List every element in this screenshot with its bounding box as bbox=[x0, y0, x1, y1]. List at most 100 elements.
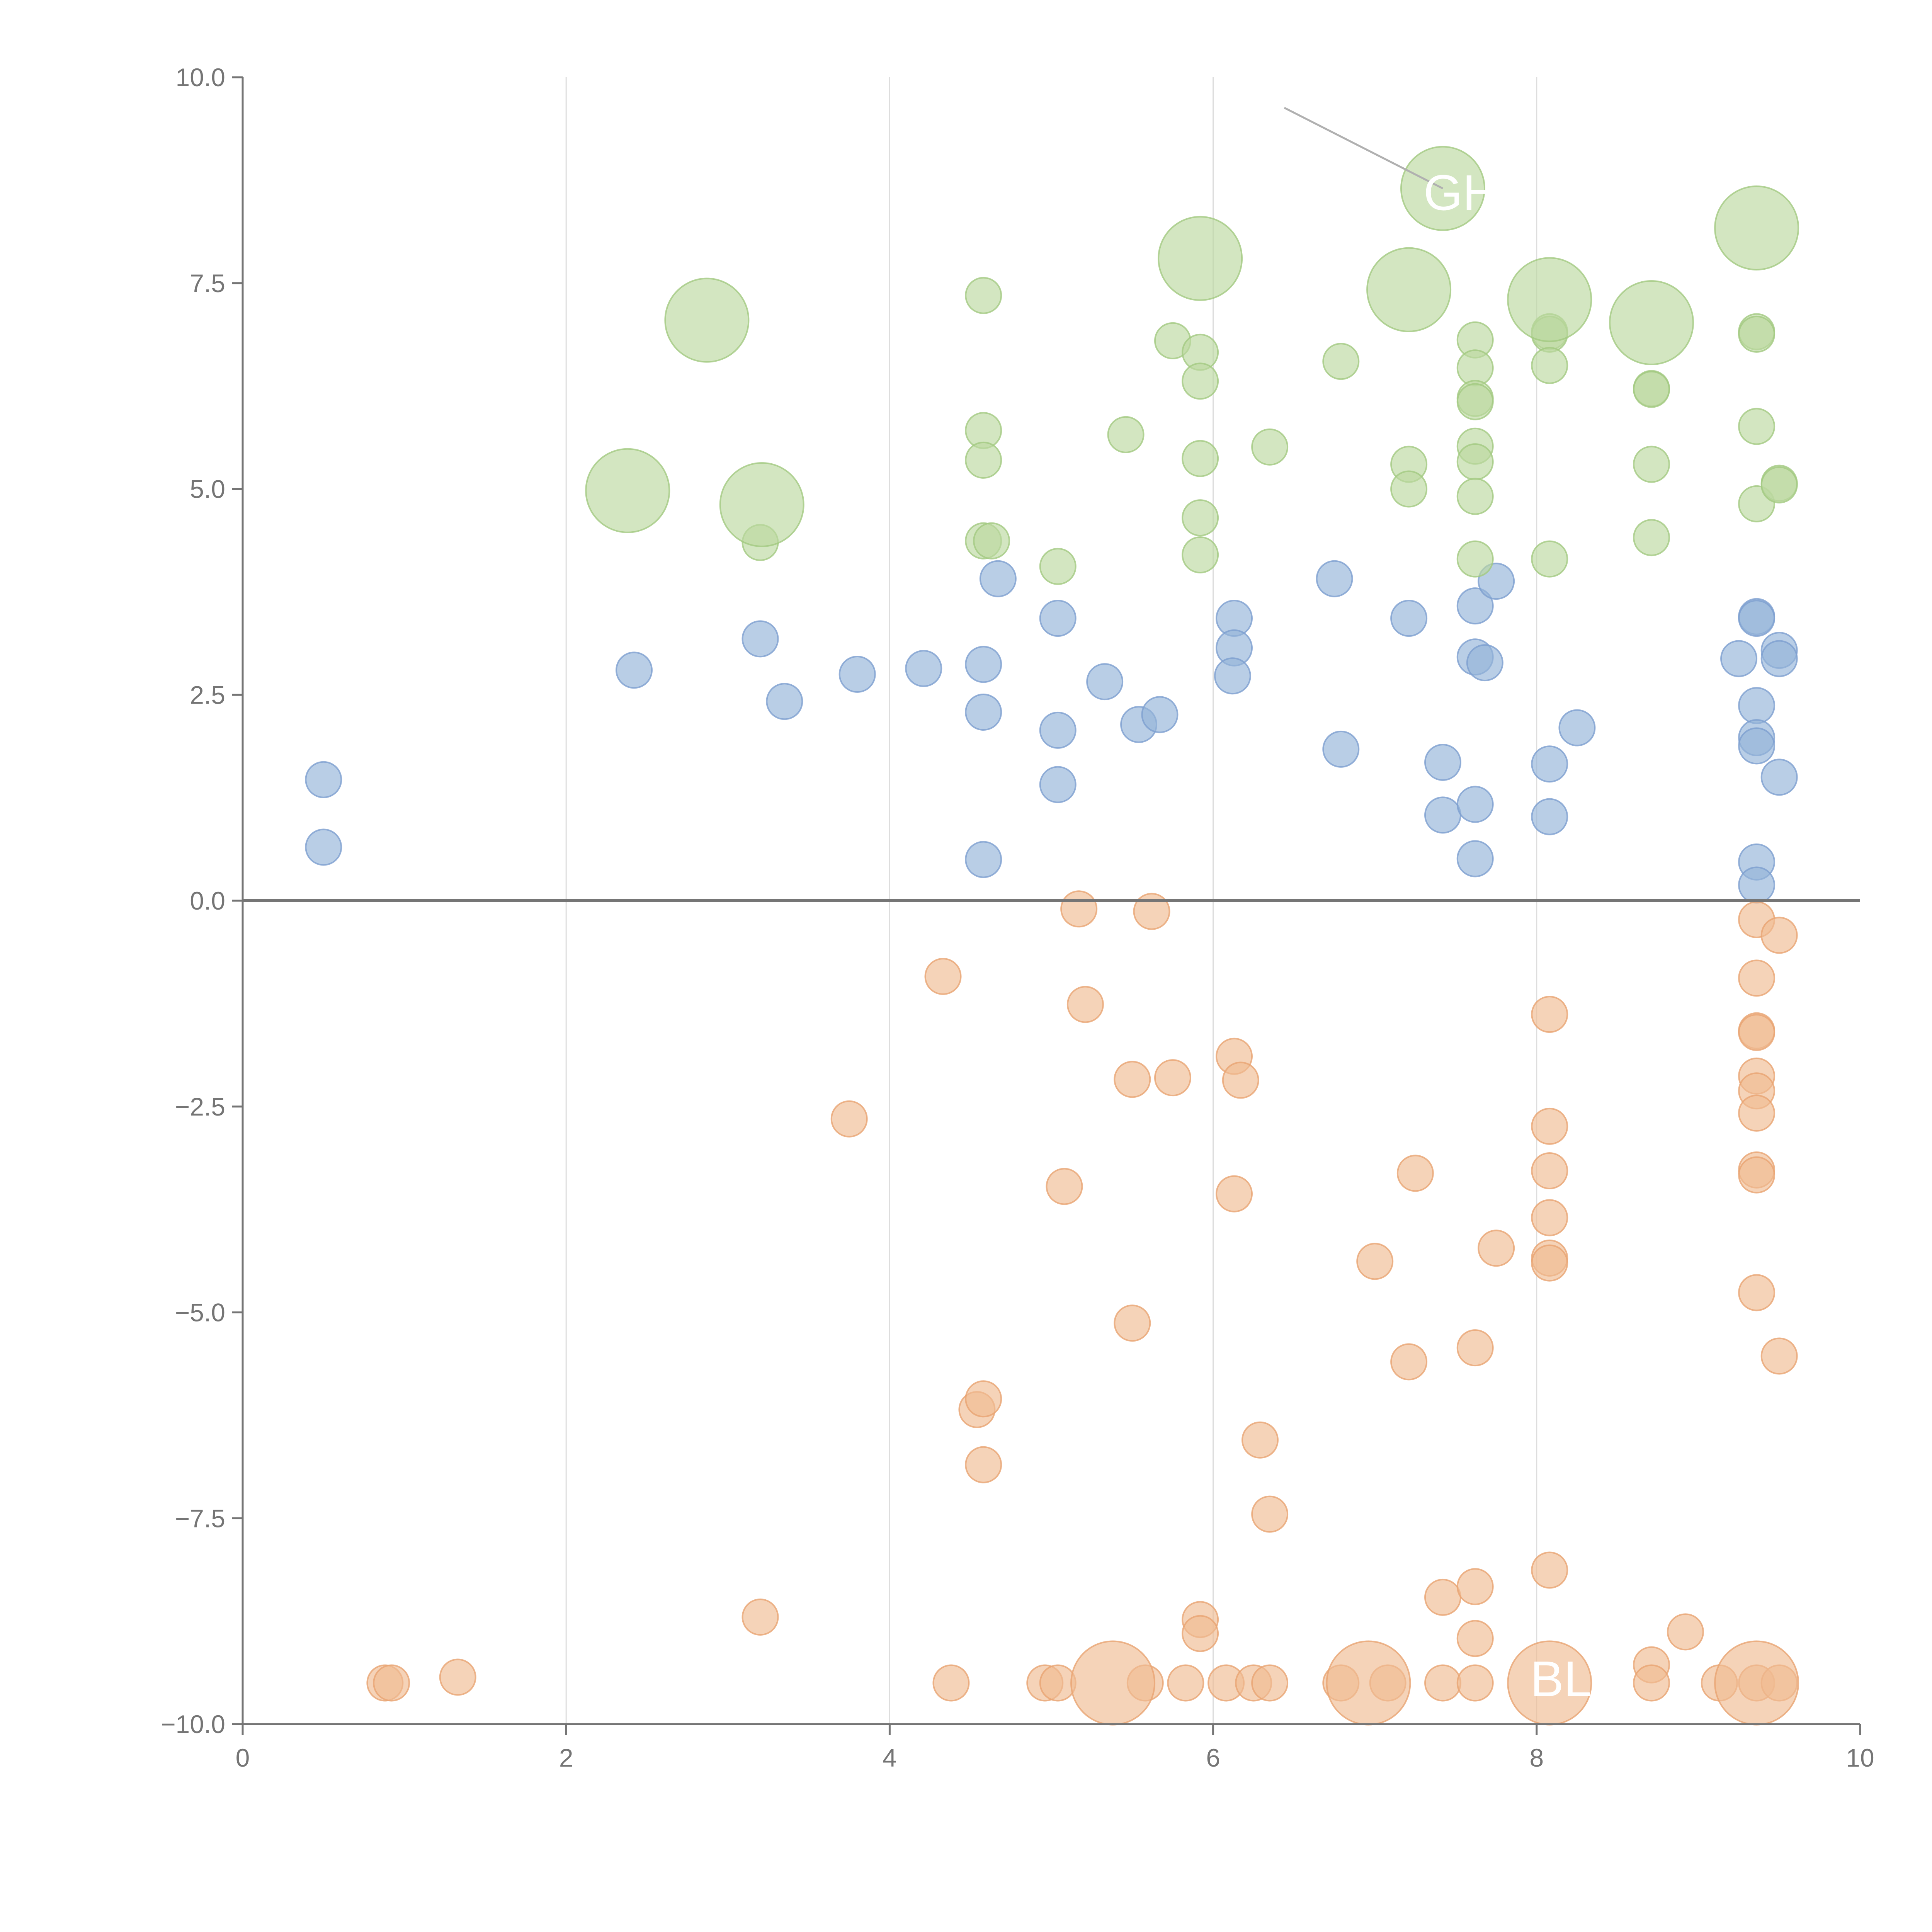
data-point bbox=[1182, 362, 1219, 400]
data-point bbox=[1738, 600, 1776, 637]
data-point bbox=[965, 694, 1002, 731]
data-point bbox=[1633, 371, 1670, 408]
large-data-point bbox=[1366, 247, 1452, 332]
data-point bbox=[1322, 343, 1360, 380]
data-point bbox=[1456, 587, 1494, 625]
data-point bbox=[973, 522, 1010, 560]
large-data-point bbox=[664, 277, 750, 363]
data-point bbox=[1531, 540, 1568, 578]
data-point bbox=[830, 1100, 868, 1138]
data-point bbox=[1424, 796, 1462, 834]
data-point bbox=[1456, 478, 1494, 515]
data-point bbox=[1760, 640, 1798, 677]
data-point bbox=[932, 1664, 970, 1702]
large-data-point bbox=[1609, 280, 1694, 366]
data-point bbox=[1738, 1094, 1776, 1132]
data-point bbox=[1667, 1613, 1704, 1651]
data-point bbox=[1738, 866, 1776, 904]
data-point bbox=[965, 1380, 1002, 1418]
data-point bbox=[1720, 640, 1758, 677]
data-point bbox=[838, 655, 876, 693]
data-point bbox=[1114, 1304, 1151, 1342]
data-point bbox=[924, 958, 962, 995]
data-point bbox=[305, 828, 342, 866]
point-annotations: GH BLO bbox=[1284, 107, 1631, 1707]
series-1 bbox=[585, 146, 1799, 585]
annotation-leader-line bbox=[1284, 107, 1444, 189]
data-point bbox=[1531, 798, 1568, 835]
y-tick-label: −2.5 bbox=[175, 1092, 225, 1121]
data-point bbox=[1456, 1568, 1494, 1605]
x-tick-label: 10 bbox=[1846, 1743, 1874, 1772]
data-point bbox=[1182, 536, 1219, 573]
data-point bbox=[1251, 428, 1289, 466]
data-point bbox=[1456, 383, 1494, 420]
large-data-point bbox=[1326, 1640, 1411, 1726]
point-label: BLO bbox=[1530, 1651, 1631, 1707]
y-tick-label: 10.0 bbox=[176, 63, 225, 92]
data-point bbox=[1167, 1664, 1204, 1702]
data-point bbox=[1456, 1329, 1494, 1367]
large-data-point bbox=[1507, 257, 1592, 342]
data-point bbox=[1060, 890, 1098, 928]
data-point bbox=[1558, 709, 1596, 747]
data-point bbox=[1424, 743, 1462, 781]
data-point bbox=[1456, 1664, 1494, 1702]
data-point bbox=[1456, 786, 1494, 823]
data-point bbox=[1466, 644, 1503, 682]
data-point bbox=[1633, 446, 1670, 483]
y-tick-label: −7.5 bbox=[175, 1504, 225, 1532]
data-point bbox=[1738, 315, 1776, 353]
large-data-point bbox=[1158, 216, 1243, 301]
y-tick-label: 5.0 bbox=[190, 475, 225, 503]
x-tick-label: 8 bbox=[1529, 1743, 1544, 1772]
data-point bbox=[905, 650, 942, 687]
y-tick-label: −5.0 bbox=[175, 1298, 225, 1327]
data-point bbox=[1456, 540, 1494, 578]
data-point bbox=[305, 761, 342, 798]
data-point bbox=[1133, 893, 1170, 930]
data-point bbox=[439, 1658, 476, 1696]
data-point bbox=[1216, 1175, 1253, 1213]
data-point bbox=[1251, 1664, 1289, 1702]
data-point bbox=[1114, 1061, 1151, 1098]
data-point bbox=[1760, 1337, 1798, 1375]
y-tick-label: −10.0 bbox=[161, 1710, 225, 1738]
data-point bbox=[1738, 687, 1776, 724]
data-point bbox=[1214, 657, 1251, 695]
data-point bbox=[1241, 1421, 1279, 1459]
large-data-point bbox=[1714, 185, 1799, 270]
y-tick-label: 7.5 bbox=[190, 269, 225, 298]
large-data-point bbox=[1714, 1640, 1799, 1726]
data-point bbox=[1478, 1230, 1515, 1267]
data-point bbox=[1182, 1615, 1219, 1652]
data-point bbox=[742, 1598, 779, 1636]
data-point bbox=[1531, 1152, 1568, 1189]
data-point bbox=[965, 277, 1002, 314]
data-point bbox=[1316, 560, 1353, 597]
data-point bbox=[1738, 727, 1776, 765]
data-point bbox=[1141, 696, 1179, 733]
data-point bbox=[1251, 1495, 1289, 1533]
data-point bbox=[616, 651, 653, 689]
data-point bbox=[1182, 499, 1219, 537]
data-point bbox=[1456, 840, 1494, 878]
data-point bbox=[742, 620, 779, 658]
data-point bbox=[1390, 1343, 1428, 1381]
x-tick-label: 6 bbox=[1206, 1743, 1220, 1772]
data-point bbox=[1039, 711, 1077, 749]
data-point bbox=[1738, 1014, 1776, 1051]
y-tick-label: 2.5 bbox=[190, 680, 225, 709]
data-point bbox=[1046, 1168, 1083, 1205]
data-point bbox=[1424, 1578, 1462, 1616]
series-2 bbox=[366, 890, 1799, 1726]
large-data-point bbox=[585, 448, 670, 533]
data-point bbox=[1039, 600, 1077, 637]
data-point bbox=[1760, 759, 1798, 796]
data-point bbox=[373, 1664, 410, 1702]
data-point bbox=[965, 441, 1002, 479]
data-point bbox=[1760, 917, 1798, 954]
x-tick-label: 2 bbox=[559, 1743, 573, 1772]
data-points bbox=[305, 146, 1799, 1726]
